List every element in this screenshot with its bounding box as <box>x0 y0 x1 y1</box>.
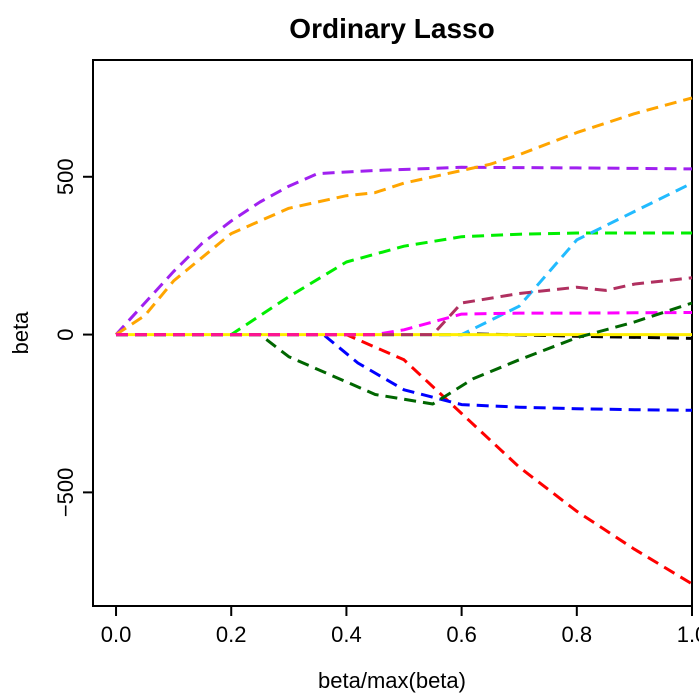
x-tick-label: 0.8 <box>562 622 593 647</box>
y-tick-label: 0 <box>53 328 78 340</box>
y-tick-label: 500 <box>53 158 78 195</box>
y-axis-label: beta <box>8 311 33 355</box>
series-line-blue <box>116 333 693 412</box>
x-tick-label: 0.6 <box>446 622 477 647</box>
chart-title: Ordinary Lasso <box>289 13 494 44</box>
series-line-magenta <box>116 311 693 337</box>
series-line-maroon <box>116 276 693 337</box>
series-layer <box>114 96 693 586</box>
series-line-red <box>116 333 693 586</box>
x-axis: 0.0 0.2 0.4 0.6 0.8 1.0 <box>101 605 699 647</box>
series-line-dark-green <box>116 301 693 406</box>
x-tick-label: 0.0 <box>101 622 132 647</box>
series-line-green <box>116 231 692 337</box>
y-axis: −500 0 500 <box>53 158 94 518</box>
x-tick-label: 0.2 <box>216 622 247 647</box>
series-line-purple <box>114 165 693 336</box>
x-tick-label: 1.0 <box>677 622 699 647</box>
x-axis-label: beta/max(beta) <box>318 668 466 693</box>
series-line-orange <box>115 96 693 336</box>
x-tick-label: 0.4 <box>331 622 362 647</box>
y-tick-label: −500 <box>53 468 78 518</box>
